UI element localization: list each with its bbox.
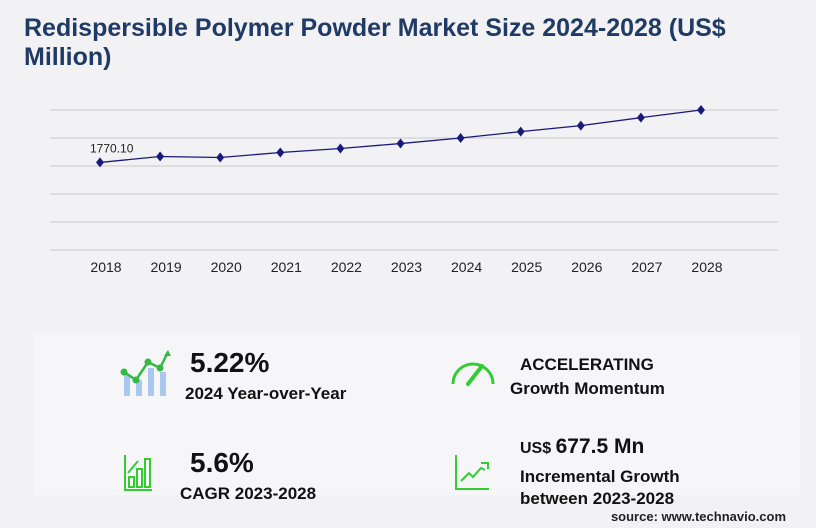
x-tick-label: 2024: [451, 259, 482, 275]
x-tick-label: 2019: [151, 259, 182, 275]
data-point-2024: [456, 132, 465, 143]
yoy-label: 2024 Year-over-Year: [185, 384, 347, 403]
data-point-2019: [156, 151, 165, 162]
trend-up-icon: [455, 455, 489, 490]
x-tick-label: 2020: [211, 259, 242, 275]
data-point-2022: [336, 143, 345, 154]
x-tick-label: 2018: [90, 259, 121, 275]
page-title: Redispersible Polymer Powder Market Size…: [24, 14, 726, 71]
data-point-2021: [276, 147, 285, 158]
series-line: [99, 109, 702, 164]
incremental-value: US$ 677.5 Mn: [520, 435, 644, 459]
yoy-value: 5.22%: [190, 347, 270, 378]
data-point-2027: [636, 112, 645, 123]
momentum-value: ACCELERATING: [520, 355, 654, 374]
x-tick-label: 2025: [511, 259, 542, 275]
cagr-value: 5.6%: [190, 447, 254, 478]
x-tick-label: 2028: [691, 259, 722, 275]
bar-growth-icon: [124, 455, 152, 491]
line-chart: 2018 2019 2020 2021 2022 2023 2024 2025 2026 2027…: [50, 105, 778, 275]
source-text: source: www.technavio.com: [610, 509, 786, 524]
growth-chart-icon: [120, 350, 171, 396]
data-point-2023: [396, 138, 405, 149]
incremental-label-2: between 2023-2028: [520, 489, 675, 508]
cagr-label: CAGR 2023-2028: [180, 484, 317, 503]
data-point-2018: [96, 157, 104, 168]
incremental-label-1: Incremental Growth: [520, 467, 680, 486]
x-tick-label: 2021: [271, 259, 302, 275]
data-point-2028: [697, 105, 705, 116]
data-label: 1770.10: [90, 141, 134, 155]
incremental-amount: 677.5 Mn: [555, 435, 645, 458]
x-tick-label: 2023: [391, 259, 422, 275]
x-tick-label: 2022: [331, 259, 362, 275]
x-tick-label: 2027: [631, 259, 662, 275]
momentum-label: Growth Momentum: [510, 379, 665, 398]
x-tick-label: 2026: [571, 259, 602, 275]
currency-prefix: US$: [520, 440, 552, 457]
data-point-2026: [576, 120, 585, 131]
stats-panel: [34, 333, 800, 495]
data-point-2020: [216, 152, 225, 163]
speedometer-icon: [451, 362, 495, 386]
data-point-2025: [516, 126, 525, 137]
